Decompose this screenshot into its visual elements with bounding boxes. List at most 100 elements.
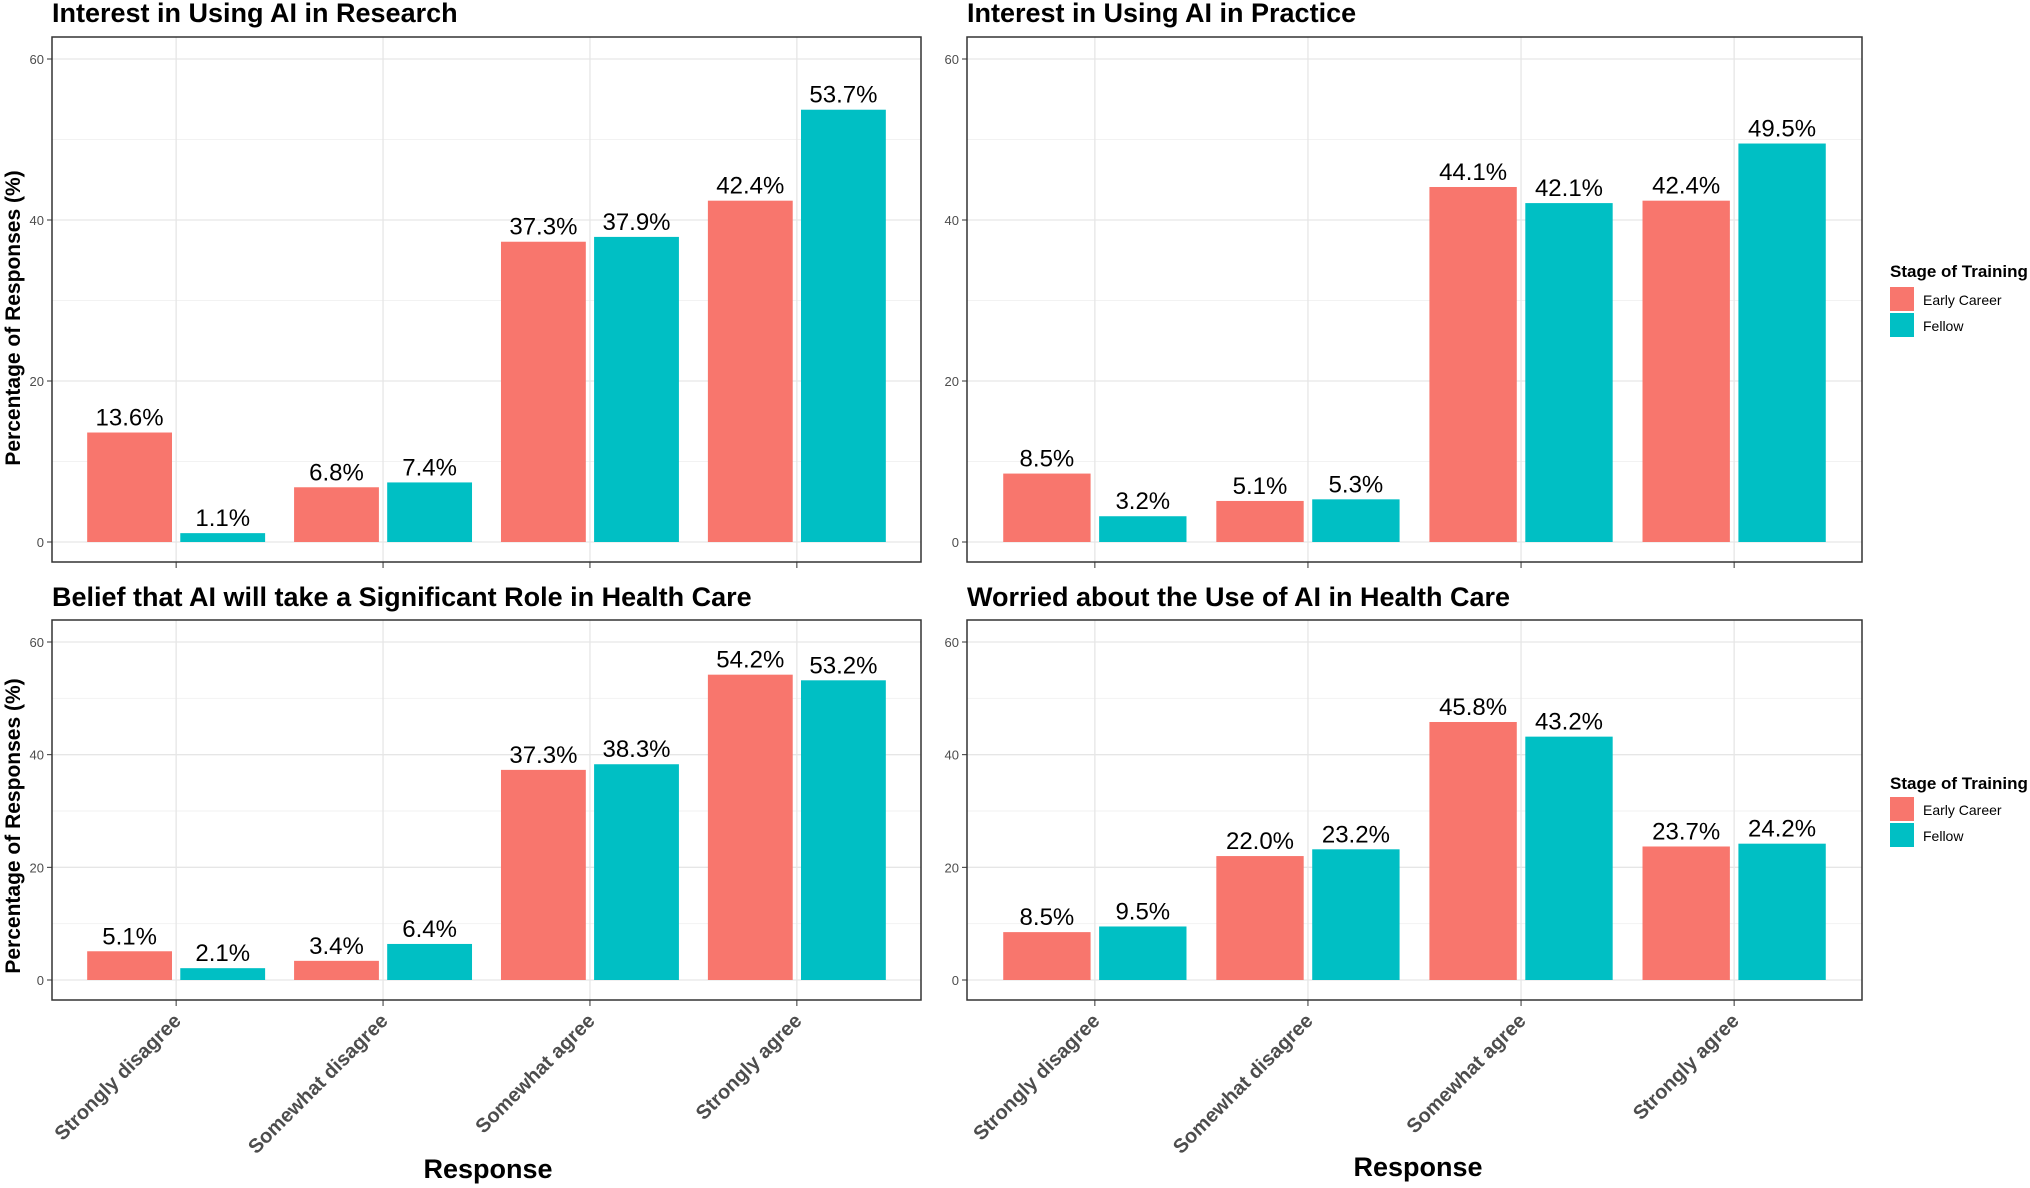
y-tick-label: 40: [945, 213, 959, 228]
data-label: 22.0%: [1226, 828, 1294, 855]
bar-fellow-strongly-agree: [800, 680, 886, 980]
chart-title: Belief that AI will take a Significant R…: [52, 582, 752, 612]
data-label: 6.4%: [402, 916, 457, 943]
bar-early-career-strongly-disagree: [1003, 932, 1091, 980]
bar-fellow-strongly-disagree: [1099, 926, 1187, 980]
y-tick-label: 40: [30, 748, 44, 763]
data-label: 8.5%: [1020, 904, 1075, 931]
data-label: 1.1%: [195, 505, 250, 532]
bar-early-career-strongly-agree: [1642, 846, 1730, 980]
bar-early-career-strongly-agree: [707, 200, 793, 542]
bar-fellow-somewhat-disagree: [1312, 849, 1400, 980]
y-tick-label: 60: [30, 52, 44, 67]
bar-fellow-somewhat-agree: [594, 764, 679, 980]
data-label: 38.3%: [602, 736, 670, 763]
data-label: 9.5%: [1115, 898, 1170, 925]
data-label: 13.6%: [96, 405, 164, 432]
data-label: 37.3%: [509, 214, 577, 241]
bar-early-career-somewhat-disagree: [1216, 856, 1304, 980]
bar-fellow-strongly-disagree: [180, 533, 266, 542]
bar-early-career-somewhat-disagree: [294, 960, 379, 980]
y-axis-label-bottom: Percentage of Responses (%): [2, 678, 25, 973]
data-label: 23.7%: [1652, 818, 1720, 845]
y-tick-label: 20: [30, 374, 44, 389]
chart-panel-2: Interest in Using AI in Practice 0 20 40 60 8…: [945, 0, 1863, 568]
data-label: 5.1%: [102, 923, 157, 950]
bar-fellow-strongly-agree: [800, 109, 886, 542]
legend-title: Stage of Training: [1890, 262, 2028, 281]
plot-border: [51, 36, 922, 563]
legend-label-fellow: Fellow: [1923, 318, 1964, 334]
chart-title: Worried about the Use of AI in Health Ca…: [967, 582, 1510, 612]
data-label: 42.4%: [716, 173, 784, 200]
data-label: 53.7%: [809, 82, 877, 109]
data-label: 3.4%: [309, 933, 364, 960]
bar-early-career-strongly-disagree: [87, 432, 173, 542]
legend-swatch-early-career: [1890, 797, 1914, 821]
y-tick-label: 0: [952, 535, 959, 550]
bar-fellow-somewhat-disagree: [1312, 499, 1400, 542]
data-label: 2.1%: [195, 940, 250, 967]
plot-border: [51, 619, 922, 1001]
bar-early-career-strongly-agree: [1642, 200, 1730, 542]
data-label: 5.3%: [1329, 471, 1384, 498]
chart-panel-3: Belief that AI will take a Significant R…: [30, 582, 922, 1158]
chart-panels: Interest in Using AI in Research 0 20 40 60 1…: [30, 0, 1863, 1158]
bar-early-career-strongly-disagree: [87, 951, 173, 980]
legend-swatch-fellow: [1890, 823, 1914, 847]
bar-fellow-strongly-disagree: [1099, 516, 1187, 542]
bar-early-career-somewhat-agree: [1429, 186, 1517, 542]
legend-top: Stage of Training Early Career Fellow: [1890, 262, 2028, 337]
data-label: 24.2%: [1748, 816, 1816, 843]
y-tick-label: 0: [37, 535, 44, 550]
y-tick-label: 20: [945, 860, 959, 875]
y-tick-label: 20: [30, 860, 44, 875]
data-label: 49.5%: [1748, 116, 1816, 143]
bar-early-career-somewhat-disagree: [1216, 500, 1304, 542]
data-label: 5.1%: [1233, 473, 1288, 500]
bar-early-career-strongly-disagree: [1003, 473, 1091, 542]
bar-fellow-strongly-agree: [1738, 843, 1826, 980]
data-label: 3.2%: [1115, 488, 1170, 515]
chart-title: Interest in Using AI in Practice: [967, 0, 1356, 28]
bar-early-career-somewhat-agree: [500, 241, 586, 543]
data-label: 37.9%: [602, 209, 670, 236]
y-tick-label: 0: [952, 973, 959, 988]
legend-swatch-fellow: [1890, 313, 1914, 337]
legend-swatch-early-career: [1890, 287, 1914, 311]
data-label: 53.2%: [809, 652, 877, 679]
data-label: 42.4%: [1652, 173, 1720, 200]
bar-fellow-somewhat-agree: [1525, 203, 1613, 542]
data-label: 43.2%: [1535, 709, 1603, 736]
data-label: 54.2%: [716, 647, 784, 674]
y-tick-label: 60: [945, 635, 959, 650]
legend-bottom: Stage of Training Early Career Fellow: [1890, 774, 2028, 847]
data-label: 37.3%: [509, 742, 577, 769]
bar-fellow-strongly-agree: [1738, 143, 1826, 542]
bar-fellow-somewhat-disagree: [387, 482, 473, 542]
bar-early-career-somewhat-agree: [500, 769, 586, 980]
y-tick-label: 60: [945, 52, 959, 67]
chart-title: Interest in Using AI in Research: [52, 0, 458, 28]
legend-label-early-career: Early Career: [1923, 802, 2002, 818]
y-tick-label: 20: [945, 374, 959, 389]
legend-label-early-career: Early Career: [1923, 292, 2002, 308]
data-label: 44.1%: [1439, 159, 1507, 186]
data-label: 8.5%: [1020, 446, 1075, 473]
bar-fellow-somewhat-agree: [594, 236, 679, 542]
x-axis-label-left: Response: [423, 1154, 552, 1184]
y-axis-label-top: Percentage of Responses (%): [2, 170, 25, 465]
bar-early-career-strongly-agree: [707, 674, 793, 980]
data-label: 42.1%: [1535, 175, 1603, 202]
plot-border: [966, 619, 1863, 1001]
data-label: 23.2%: [1322, 821, 1390, 848]
plot-border: [966, 36, 1863, 563]
bar-fellow-strongly-disagree: [180, 968, 266, 980]
data-label: 6.8%: [309, 459, 364, 486]
y-tick-label: 0: [37, 973, 44, 988]
legend-title: Stage of Training: [1890, 774, 2028, 793]
bar-fellow-somewhat-agree: [1525, 736, 1613, 980]
chart-panel-1: Interest in Using AI in Research 0 20 40 60 1…: [30, 0, 922, 568]
data-label: 7.4%: [402, 454, 457, 481]
